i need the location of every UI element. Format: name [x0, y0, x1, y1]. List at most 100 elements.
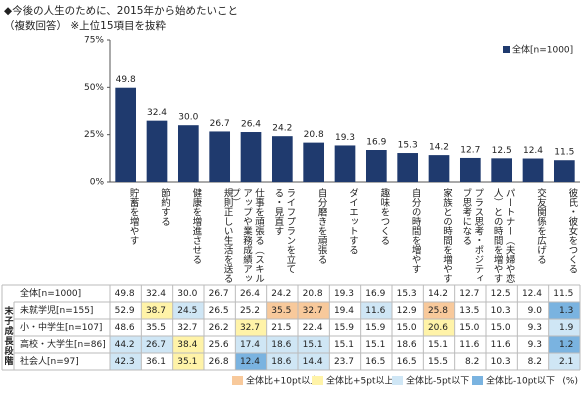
value-label: 12.7: [460, 145, 480, 155]
table-cell: 15.1: [428, 340, 448, 350]
table-cell: 38.7: [146, 306, 166, 316]
table-cell: 30.0: [177, 289, 197, 299]
table-cell: 19.3: [334, 289, 354, 299]
value-label: 11.5: [554, 148, 574, 158]
cell-highlight: [423, 302, 455, 319]
y-tick-label: 0%: [90, 178, 105, 188]
row-label: 社会人[n=97]: [20, 355, 79, 367]
legend-label: 全体比-5pt以下: [406, 375, 469, 387]
table-cell: 17.4: [240, 340, 260, 350]
table-cell: 14.4: [303, 357, 323, 367]
table-cell: 15.5: [428, 357, 448, 367]
table-cell: 16.9: [365, 289, 385, 299]
table-cell: 11.6: [459, 340, 479, 350]
cell-highlight: [235, 319, 267, 336]
table-cell: 44.2: [115, 340, 135, 350]
table-cell: 26.7: [146, 340, 166, 350]
y-tick-label: 25%: [84, 130, 104, 140]
cell-highlight: [110, 336, 142, 353]
legend-swatch: [312, 376, 323, 385]
table-cell: 9.3: [528, 323, 542, 333]
table-cell: 11.6: [491, 340, 511, 350]
table-cell: 21.5: [271, 323, 291, 333]
table-cell: 1.2: [559, 340, 573, 350]
bar: [459, 157, 481, 182]
legend-swatch: [232, 376, 243, 385]
cell-highlight: [298, 353, 330, 370]
unit-label: (%): [562, 377, 578, 387]
table-cell: 20.8: [303, 289, 323, 299]
bar: [209, 131, 231, 182]
x-tick-label: 節約する: [159, 188, 170, 226]
x-tick-label: 家族との時間を増やす: [441, 188, 452, 283]
table-cell: 12.4: [522, 289, 542, 299]
table-cell: 12.7: [459, 289, 479, 299]
bar: [115, 87, 137, 182]
table-cell: 10.3: [491, 357, 511, 367]
table-cell: 8.2: [465, 357, 479, 367]
bar: [146, 120, 168, 182]
table-cell: 36.1: [146, 357, 166, 367]
value-label: 26.4: [241, 120, 261, 130]
value-label: 16.9: [366, 138, 386, 148]
table-cell: 15.9: [365, 323, 385, 333]
table-cell: 12.9: [397, 306, 417, 316]
x-tick-label: 自分の時間を増やす: [409, 188, 421, 274]
row-label: 高校・大学生[n=86]: [20, 338, 106, 350]
table-cell: 32.7: [177, 323, 197, 333]
x-tick-label: 貯蓄を増やす: [127, 188, 139, 245]
table-cell: 52.9: [115, 306, 135, 316]
x-tick-label: ダイエットする: [347, 188, 358, 255]
table-cell: 1.9: [559, 323, 574, 333]
cell-highlight: [141, 302, 173, 319]
cell-highlight: [172, 302, 204, 319]
table-cell: 15.0: [459, 323, 479, 333]
bar: [491, 158, 513, 182]
bar: [365, 150, 387, 182]
x-tick-label: 彼氏・彼女をつくる: [566, 188, 578, 274]
cell-highlight: [423, 319, 455, 336]
value-label: 32.4: [147, 108, 167, 118]
cell-highlight: [235, 353, 267, 370]
bar: [177, 125, 199, 182]
cell-highlight: [141, 336, 173, 353]
table-cell: 15.9: [334, 323, 354, 333]
x-tick-label: パートナー（夫婦や恋人）との時間を増やす: [491, 188, 515, 283]
legend-label: 全体比-10pt以下: [486, 375, 555, 387]
table-cell: 32.4: [146, 289, 166, 299]
value-label: 26.7: [210, 119, 230, 129]
table-cell: 26.7: [209, 289, 229, 299]
cell-highlight: [266, 336, 298, 353]
cell-highlight: [360, 302, 392, 319]
bar: [271, 136, 293, 182]
bar: [303, 142, 325, 182]
table-cell: 32.7: [240, 323, 260, 333]
bar: [240, 132, 262, 182]
x-tick-label: ライフプランを立てる・見直す: [272, 188, 296, 274]
x-tick-label: 交友関係を広げる: [535, 188, 546, 264]
table-cell: 15.3: [397, 289, 417, 299]
table-cell: 35.1: [177, 357, 197, 367]
table-cell: 13.5: [459, 306, 479, 316]
cell-highlight: [548, 302, 580, 319]
value-label: 49.8: [116, 75, 136, 85]
value-label: 15.3: [398, 141, 418, 151]
table-cell: 15.0: [397, 323, 417, 333]
x-tick-label: 規則正しい生活を送る: [221, 188, 233, 283]
table-cell: 26.5: [209, 306, 229, 316]
legend-swatch: [472, 376, 483, 385]
table-cell: 20.6: [428, 323, 448, 333]
table-cell: 18.6: [271, 340, 291, 350]
table-cell: 18.6: [271, 357, 291, 367]
table-cell: 12.4: [240, 357, 260, 367]
table-cell: 35.5: [146, 323, 166, 333]
table-cell: 38.4: [177, 340, 197, 350]
cell-highlight: [172, 336, 204, 353]
table-cell: 9.0: [528, 306, 543, 316]
table-cell: 25.2: [240, 306, 260, 316]
legend-label: 全体比+5pt以上: [326, 375, 394, 387]
y-tick-label: 75%: [84, 36, 104, 46]
table-cell: 25.8: [428, 306, 448, 316]
chart-subtitle: （複数回答） ※上位15項目を抜粋: [4, 20, 166, 32]
x-tick-label: プラス思考・ポジティブ思考になる: [460, 188, 484, 283]
